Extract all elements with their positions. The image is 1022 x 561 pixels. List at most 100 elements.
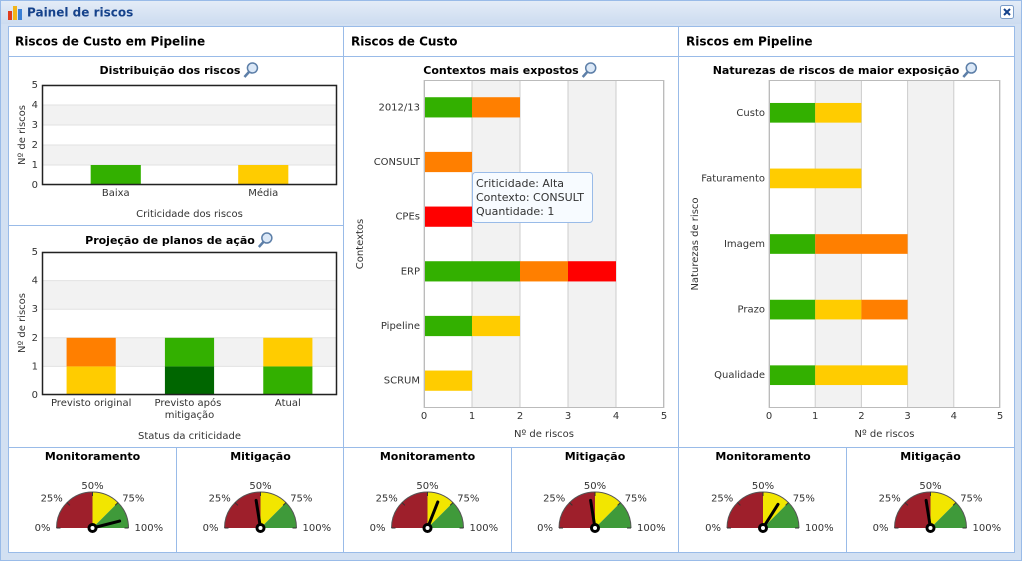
- x-axis-label: Nº de riscos: [855, 429, 915, 440]
- y-tick-label: CONSULT: [374, 157, 421, 168]
- gauge-tick-label: 50%: [416, 481, 438, 492]
- bar: [424, 97, 472, 118]
- gauge-tick-label: 100%: [973, 523, 1002, 534]
- gauge-tick-label: 50%: [584, 481, 606, 492]
- y-tick-label: 3: [32, 304, 38, 315]
- bar: [263, 366, 313, 395]
- gauge-tick-label: 25%: [711, 493, 733, 504]
- gauge-title: Monitoramento: [380, 450, 476, 463]
- gauge-tick-label: 50%: [752, 481, 774, 492]
- gauge-band: [559, 492, 595, 528]
- gauge-tick-label: 50%: [81, 481, 103, 492]
- x-tick-label: 4: [613, 411, 619, 422]
- y-tick-label: 1: [32, 361, 38, 372]
- gauge-band: [763, 502, 799, 528]
- gauge-tick-label: 75%: [793, 493, 815, 504]
- window-icon: [8, 6, 22, 20]
- gauge-tick-label: 0%: [705, 523, 721, 534]
- x-axis-label: Status da criticidade: [138, 431, 241, 442]
- bar: [238, 165, 289, 185]
- bar: [815, 234, 908, 254]
- gauge-tick-label: 0%: [370, 523, 386, 534]
- y-tick-label: 1: [32, 160, 38, 171]
- bar: [164, 337, 215, 367]
- bar: [263, 337, 313, 367]
- gauge-title: Mitigação: [900, 450, 961, 463]
- bar: [769, 234, 816, 254]
- x-tick-label: 5: [997, 411, 1003, 422]
- x-tick-label: 0: [766, 411, 772, 422]
- gauge-tick: [785, 502, 789, 506]
- gauge-tick: [114, 502, 119, 506]
- gauge-tick-label: 0%: [537, 523, 553, 534]
- gauge-tick-label: 100%: [805, 523, 834, 534]
- gauge-tick-label: 50%: [919, 481, 941, 492]
- gauge-tick-label: 0%: [203, 523, 219, 534]
- gauge-tick-label: 0%: [873, 523, 889, 534]
- panel-dividers: [8, 26, 1014, 553]
- title-bar: [1, 1, 1021, 24]
- gauge-hub-center: [258, 526, 263, 530]
- gauge-tick-label: 25%: [376, 493, 398, 504]
- plot-area: [42, 85, 337, 185]
- bar: [66, 337, 116, 367]
- gauge-hub-center: [593, 526, 597, 530]
- panel-title: Riscos de Custo: [351, 35, 458, 49]
- gauge-band: [727, 492, 763, 528]
- plot-area: [424, 80, 664, 408]
- gauge-title: Mitigação: [230, 450, 291, 463]
- tooltip-line: Quantidade: 1: [476, 205, 554, 218]
- tooltip: [472, 172, 593, 223]
- gauge-hub-center: [761, 526, 765, 530]
- gauge-tick: [401, 502, 406, 506]
- grid-band: [42, 280, 337, 310]
- gauge-tick-label: 100%: [135, 523, 164, 534]
- y-tick-label: ERP: [401, 266, 420, 277]
- grid-band: [907, 80, 954, 408]
- plot-border: [424, 80, 664, 408]
- close-button[interactable]: [1000, 5, 1014, 19]
- y-axis-label: Nº de riscos: [17, 293, 28, 353]
- gauge-tick-label: 0%: [35, 523, 51, 534]
- bar: [472, 97, 520, 118]
- y-tick-label: Prazo: [738, 305, 765, 316]
- grid-band: [472, 80, 520, 408]
- gauge-hub-center: [928, 526, 933, 530]
- plot-border: [41, 84, 338, 186]
- gauge-tick-label: 75%: [122, 493, 144, 504]
- x-tick-label: 3: [565, 411, 571, 422]
- y-tick-label: Imagem: [724, 239, 765, 250]
- gauge-tick-label: 75%: [290, 493, 312, 504]
- chart-title: Distribuição dos riscos: [100, 64, 241, 77]
- bar: [424, 315, 472, 337]
- gauge-tick: [569, 502, 573, 506]
- y-tick-label: Faturamento: [701, 173, 765, 184]
- grid-band: [42, 105, 337, 125]
- y-tick-label: 2: [32, 140, 38, 151]
- y-tick-label: Qualidade: [714, 370, 765, 381]
- gauge-hub-center: [90, 526, 95, 530]
- zoom-icon: [246, 62, 259, 74]
- gauge-title: Monitoramento: [45, 450, 141, 463]
- bar: [472, 315, 520, 337]
- y-tick-label: 2: [32, 333, 38, 344]
- gauge-tick-label: 75%: [457, 493, 479, 504]
- gauge-band: [224, 492, 261, 528]
- gauge-tick: [66, 502, 71, 506]
- gauge-hub-center: [425, 526, 430, 530]
- x-tick-label: Previsto original: [51, 398, 131, 409]
- x-tick-label: 2: [517, 411, 523, 422]
- gauge-tick: [234, 502, 239, 506]
- gauge-tick-label: 25%: [879, 493, 901, 504]
- chart-title: Projeção de planos de ação: [85, 234, 255, 247]
- gauge-tick-label: 75%: [960, 493, 982, 504]
- gauge-band: [391, 492, 428, 528]
- panel-title: Riscos em Pipeline: [686, 35, 813, 49]
- grid-band: [568, 80, 616, 408]
- plot-border: [769, 80, 1000, 408]
- y-tick-label: 5: [32, 247, 38, 258]
- bar: [520, 261, 568, 282]
- gauge-title: Monitoramento: [715, 450, 811, 463]
- y-tick-label: 4: [32, 276, 38, 287]
